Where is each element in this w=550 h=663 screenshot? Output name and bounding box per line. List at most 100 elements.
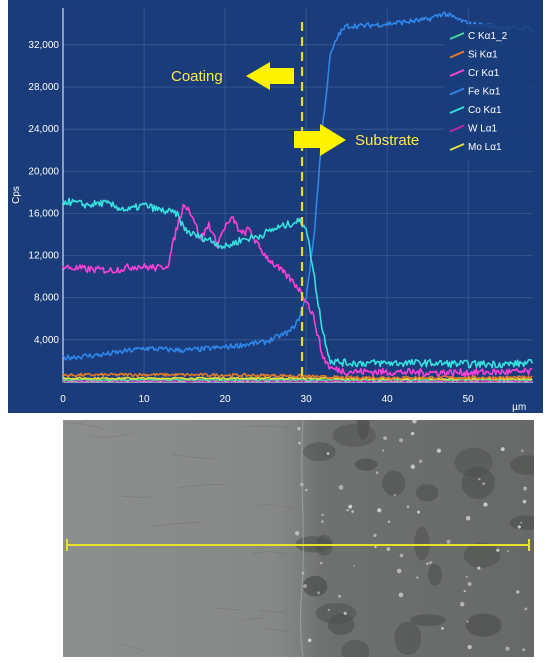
x-tick-label: 30 [301, 394, 313, 405]
substrate-bright-speck [298, 441, 301, 445]
legend-swatch [449, 124, 465, 133]
substrate-bright-speck [343, 611, 347, 615]
coating-scratch [177, 483, 228, 489]
legend-swatch [449, 143, 465, 151]
y-tick-label: 16,000 [28, 208, 59, 219]
legend-entry: Co Kα1 [468, 105, 502, 116]
x-tick-label: 40 [382, 394, 394, 405]
sem-image-svg [63, 420, 534, 657]
substrate-bright-speck [466, 620, 469, 623]
substrate-bright-speck [377, 508, 382, 513]
substrate-bright-speck [383, 436, 387, 440]
coating-scratch [260, 608, 289, 613]
substrate-dark-grain [427, 563, 442, 586]
substrate-bright-speck [505, 646, 510, 651]
x-tick-label: 20 [220, 394, 232, 405]
substrate-bright-speck [496, 548, 500, 552]
substrate-bright-speck [327, 608, 330, 612]
substrate-dark-grain [355, 458, 378, 471]
x-tick-label: 0 [60, 394, 66, 405]
coating-scratch [122, 643, 146, 651]
substrate-bright-speck [520, 449, 524, 453]
sem-micrograph [63, 420, 534, 657]
substrate-bright-speck [465, 575, 468, 579]
substrate-dark-grain [415, 484, 439, 502]
substrate-dark-grain [465, 613, 502, 637]
substrate-bright-speck [482, 482, 485, 485]
coating-scratch [154, 522, 203, 527]
substrate-bright-speck [338, 594, 341, 598]
substrate-bright-speck [317, 591, 320, 595]
coating-scratch [265, 627, 290, 632]
legend-box [444, 24, 532, 160]
substrate-bright-speck [297, 427, 301, 431]
x-tick-label: 10 [138, 394, 150, 405]
substrate-bright-speck [416, 576, 419, 579]
legend-swatch [449, 87, 465, 96]
substrate-bright-speck [382, 449, 385, 452]
substrate-bright-speck [463, 589, 466, 593]
substrate-dark-grain [327, 613, 355, 636]
y-tick-label: 20,000 [28, 166, 59, 177]
substrate-bright-speck [295, 531, 300, 536]
substrate-bright-speck [500, 447, 505, 452]
coating-scratch [90, 433, 134, 438]
legend-swatch [449, 106, 465, 114]
substrate-dark-grain [332, 423, 377, 447]
x-tick-label: 50 [463, 394, 475, 405]
coating-scratch [257, 504, 295, 510]
y-tick-label: 28,000 [28, 82, 59, 93]
substrate-dark-grain [394, 621, 422, 656]
substrate-bright-speck [338, 485, 344, 490]
substrate-dark-grain [463, 542, 501, 568]
legend-entry: Mo Lα1 [468, 142, 502, 153]
sem-background [63, 420, 534, 657]
substrate-dark-grain [461, 466, 495, 499]
substrate-bright-speck [305, 488, 308, 492]
substrate-dark-grain [302, 575, 328, 597]
substrate-dark-grain [356, 420, 370, 440]
substrate-bright-speck [319, 561, 323, 565]
substrate-dark-grain [414, 526, 430, 561]
series-line-crk1 [62, 203, 533, 377]
substrate-bright-speck [353, 565, 356, 567]
substrate-bright-speck [465, 515, 471, 521]
series-line-mol1 [63, 376, 533, 381]
y-tick-label: 8,000 [34, 293, 59, 304]
substrate-bright-speck [477, 566, 481, 570]
legend-swatch [449, 32, 465, 40]
substrate-bright-speck [406, 505, 410, 509]
substrate-bright-speck [524, 607, 528, 611]
coating-scratch [171, 454, 215, 459]
substrate-bright-speck [393, 493, 396, 497]
substrate-bright-speck [523, 486, 528, 491]
substrate-bright-speck [436, 448, 441, 453]
substrate-bright-speck [522, 499, 527, 504]
legend-swatch [449, 50, 465, 59]
substrate-bright-speck [410, 431, 415, 436]
x-axis-unit: µm [512, 402, 526, 413]
substrate-bright-speck [386, 547, 391, 551]
series-line-wl1 [62, 379, 533, 383]
substrate-bright-speck [326, 452, 330, 455]
substrate-bright-speck [446, 539, 451, 544]
substrate-texture [65, 420, 534, 657]
substrate-bright-speck [517, 525, 521, 529]
substrate-dark-grain [303, 442, 336, 462]
coating-arrow [246, 62, 294, 90]
substrate-bright-speck [399, 438, 404, 443]
series-line-sik1 [62, 372, 533, 380]
substrate-bright-speck [375, 471, 379, 474]
y-tick-label: 12,000 [28, 251, 59, 262]
coating-scratch [212, 607, 241, 610]
substrate-bright-speck [373, 533, 377, 537]
substrate-bright-speck [460, 601, 465, 607]
coating-label: Coating [171, 68, 223, 85]
y-axis-label: Cps [11, 186, 22, 204]
substrate-bright-speck [410, 464, 416, 469]
legend-entry: C Kα1_2 [468, 31, 508, 42]
substrate-bright-speck [348, 504, 353, 509]
substrate-bright-speck [346, 508, 349, 512]
legend-swatch [449, 69, 465, 77]
substrate-bright-speck [522, 648, 526, 652]
